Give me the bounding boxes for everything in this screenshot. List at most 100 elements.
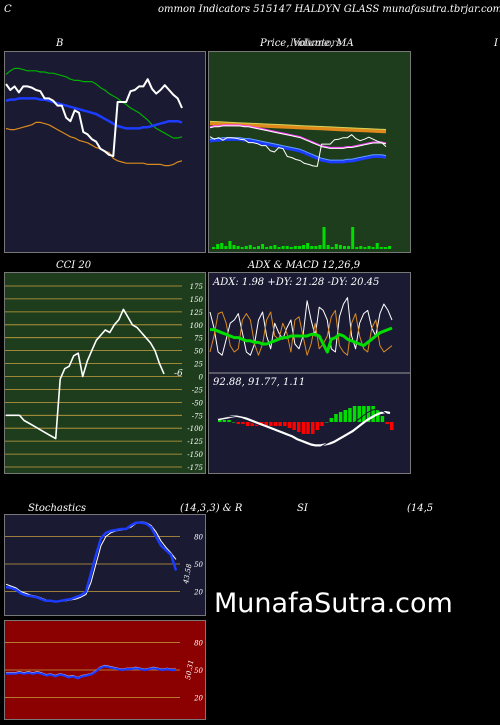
stoch-title-mid: (14,3,3) & R — [180, 503, 243, 514]
macd-histogram-bar — [269, 422, 273, 426]
bollinger-chart — [4, 51, 206, 253]
volume-bar — [220, 243, 224, 249]
macd-histogram-bar — [231, 422, 236, 423]
macd-histogram-bar — [357, 406, 361, 422]
volume-bar — [338, 245, 342, 249]
macd-histogram-bar — [324, 422, 329, 423]
macd-histogram-bar — [222, 420, 227, 422]
macd-signal-line — [217, 411, 391, 447]
volume-bar — [224, 246, 228, 249]
macd-histogram-bar — [227, 420, 231, 422]
cci-tick-label: -75 — [192, 412, 204, 420]
volume-bar — [281, 246, 285, 249]
volume-bar — [326, 245, 330, 249]
adx-line — [210, 326, 393, 354]
volume-bar — [367, 246, 371, 249]
volume-bar — [379, 247, 383, 249]
stoch-tick-label: 80 — [194, 533, 203, 541]
cci-tick-label: 0 — [199, 374, 204, 382]
stoch-tick-label: 20 — [193, 589, 203, 597]
volume-bar — [355, 247, 359, 249]
volume-bar — [285, 246, 289, 249]
volume-bar — [306, 243, 310, 249]
volume-bar — [248, 245, 252, 249]
volume-bar — [273, 245, 277, 249]
macd-histogram-bar — [241, 422, 245, 424]
price-overlay-label: Indicators — [290, 38, 342, 49]
volume-bar — [347, 246, 351, 249]
volume-bar — [330, 247, 334, 249]
macd-line — [217, 408, 391, 451]
volume-bar — [216, 244, 220, 249]
volume-bar — [240, 247, 244, 249]
stoch-chart: 20 50 80 43.58 — [4, 514, 206, 616]
rsi-line — [6, 665, 176, 680]
macd-histogram-bar — [250, 422, 254, 426]
cci-tick-label: -25 — [192, 386, 204, 394]
cci-current-label: -6 — [174, 369, 183, 379]
cci-tick-label: -150 — [187, 451, 203, 459]
cci-tick-label: 50 — [194, 348, 203, 356]
stoch-title-right: (14,5 — [407, 503, 434, 514]
rsi-tick-label: 80 — [194, 639, 203, 647]
volume-bar — [314, 246, 318, 249]
volume-bar — [383, 247, 387, 249]
adx-macd-chart: ADX: 1.98 +DY: 21.28 -DY: 20.45 92.88, 9… — [208, 272, 411, 474]
stoch-title-si: SI — [297, 503, 308, 514]
macd-histogram-bar — [366, 406, 371, 422]
watermark: MunafaSutra.com — [214, 588, 453, 619]
macd-histogram-bar — [371, 406, 375, 422]
rsi-tick-label: 50 — [194, 667, 203, 675]
volume-bar — [388, 246, 391, 249]
volume-bar — [298, 246, 301, 249]
macd-histogram-bar — [390, 422, 394, 430]
stoch-current-label: 43.58 — [182, 563, 194, 586]
volume-bar — [257, 246, 260, 249]
macd-histogram-bar — [380, 416, 385, 422]
macd-histogram-bar — [273, 422, 278, 426]
adx-readout: ADX: 1.98 +DY: 21.28 -DY: 20.45 — [212, 277, 379, 288]
volume-bar — [269, 246, 273, 249]
macd-histogram-bar — [315, 422, 320, 430]
volume-bar — [334, 244, 338, 249]
header-left-letter: C — [4, 4, 12, 15]
volume-bar — [371, 247, 375, 249]
rsi-tick-label: 20 — [193, 695, 203, 703]
macd-histogram-bar — [338, 412, 343, 422]
macd-histogram-bar — [236, 422, 241, 424]
macd-histogram-bar — [348, 408, 352, 422]
volume-bar — [232, 245, 236, 249]
macd-histogram-bar — [311, 422, 315, 434]
stoch-tick-label: 50 — [194, 561, 203, 569]
volume-bar — [228, 241, 232, 249]
volume-bar — [261, 244, 265, 249]
macd-histogram-bar — [376, 410, 380, 422]
volume-bar — [343, 246, 346, 249]
adx-plus-dy-line — [209, 297, 393, 356]
stoch-title-left: Stochastics — [28, 503, 86, 514]
cci-tick-label: 25 — [193, 361, 203, 369]
macd-histogram-bar — [287, 422, 292, 428]
macd-histogram-bar — [362, 406, 366, 422]
cci-tick-label: 125 — [190, 309, 204, 317]
volume-bar — [318, 245, 322, 249]
cci-tick-label: 75 — [194, 335, 203, 343]
cci-tick-label: 100 — [190, 322, 204, 330]
bollinger-title: B — [56, 38, 64, 49]
volume-bar — [363, 247, 367, 249]
macd-histogram-bar — [343, 410, 347, 422]
macd-readout: 92.88, 91.77, 1.11 — [213, 377, 305, 388]
cci-tick-label: -175 — [187, 464, 203, 472]
macd-histogram-bar — [385, 422, 389, 424]
volume-bar — [244, 246, 248, 249]
volume-bar — [265, 247, 269, 249]
price-title: Price, Volume, MA — [260, 38, 354, 49]
adx-title: ADX & MACD 12,26,9 — [248, 260, 361, 271]
macd-histogram-bar — [264, 422, 268, 426]
macd-histogram-bar — [306, 422, 310, 434]
volume-bar — [302, 245, 305, 249]
bollinger-lower-line — [5, 121, 183, 167]
macd-histogram-bar — [218, 420, 222, 422]
stoch-k-line — [5, 521, 178, 603]
volume-bar — [212, 247, 215, 249]
